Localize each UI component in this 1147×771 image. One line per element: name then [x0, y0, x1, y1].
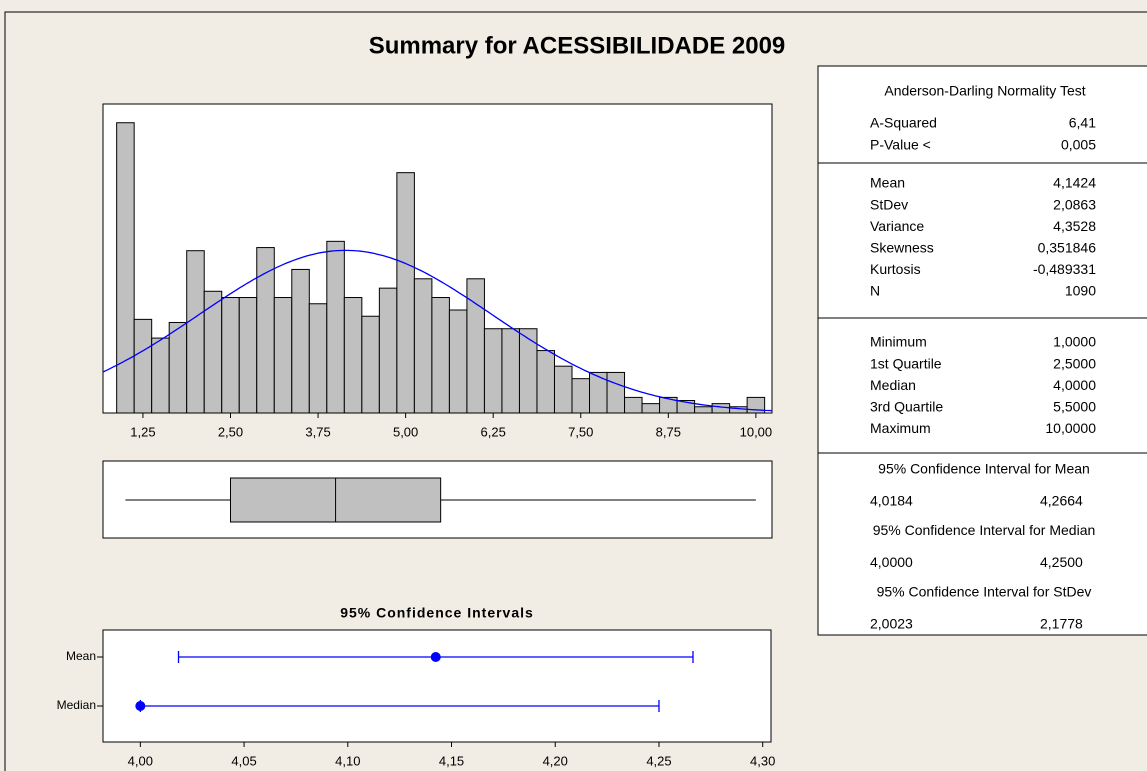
stat-label: Kurtosis [870, 261, 921, 277]
stat-label: 1st Quartile [870, 355, 942, 371]
ci-lower: 4,0000 [870, 554, 913, 570]
stat-value: 6,41 [1069, 115, 1096, 131]
y-tick-label: Median [57, 698, 96, 712]
x-tick-label: 4,20 [543, 753, 568, 768]
stat-value: 1090 [1065, 283, 1096, 299]
x-tick-label: 4,15 [439, 753, 464, 768]
bar [518, 328, 538, 414]
ci-heading: 95% Confidence Interval for Mean [878, 461, 1090, 477]
ci-upper: 4,2500 [1040, 554, 1083, 570]
x-tick-label: 4,25 [646, 753, 671, 768]
interval-title: 95% Confidence Intervals [340, 605, 534, 621]
bar [291, 268, 310, 414]
interval-plot [102, 629, 772, 743]
x-tick-label: 4,10 [335, 753, 360, 768]
x-tick-label: 4,30 [750, 753, 775, 768]
bar [168, 321, 188, 414]
bar [571, 378, 591, 414]
bar [694, 406, 713, 414]
stat-value: 2,5000 [1053, 355, 1096, 371]
stat-label: Median [870, 377, 916, 393]
bar [116, 122, 135, 414]
bar [483, 328, 503, 414]
ci-lower: 2,0023 [870, 616, 913, 632]
ci-lower: 4,0184 [870, 493, 913, 509]
stat-value: 0,005 [1061, 136, 1096, 152]
x-tick-label: 5,00 [393, 424, 418, 439]
stat-value: 1,0000 [1053, 334, 1096, 350]
stat-label: 3rd Quartile [870, 399, 943, 415]
stat-value: 4,1424 [1053, 175, 1096, 191]
x-tick-label: 2,50 [218, 424, 243, 439]
stat-label: Minimum [870, 334, 927, 350]
bar [273, 297, 293, 414]
x-tick-label: 8,75 [656, 424, 681, 439]
stat-value: 10,0000 [1045, 420, 1096, 436]
stat-label: N [870, 283, 880, 299]
ci-heading: 95% Confidence Interval for Median [873, 522, 1096, 538]
bar [641, 403, 661, 414]
stat-label: Maximum [870, 420, 931, 436]
ci-upper: 2,1778 [1040, 616, 1083, 632]
ci-heading: 95% Confidence Interval for StDev [877, 584, 1092, 600]
bar [553, 365, 573, 414]
ci-upper: 4,2664 [1040, 493, 1083, 509]
bar [378, 287, 398, 414]
stat-value: 4,0000 [1053, 377, 1096, 393]
normal-fit [102, 249, 773, 412]
bar [624, 396, 643, 414]
bar [711, 403, 731, 414]
bar [238, 297, 258, 414]
frame [4, 11, 1147, 771]
bar [431, 297, 450, 414]
stat-label: P-Value < [870, 136, 931, 152]
stats-group: Anderson-Darling Normality Test A-Squared… [818, 83, 1147, 632]
stat-value: 0,351846 [1038, 240, 1097, 256]
bar [361, 315, 380, 414]
y-tick-label: Mean [66, 649, 96, 663]
bar [186, 250, 205, 414]
x-tick-label: 6,25 [481, 424, 506, 439]
bar [151, 337, 170, 414]
x-tick-label: 1,25 [130, 424, 155, 439]
x-tick-label: 10,00 [740, 424, 773, 439]
stat-value: 5,5000 [1053, 399, 1096, 415]
bar [221, 297, 240, 414]
x-tick-label: 7,50 [568, 424, 593, 439]
bar [396, 172, 415, 414]
stat-label: Variance [870, 218, 924, 234]
bar [501, 328, 520, 414]
stat-label: A-Squared [870, 115, 937, 131]
x-tick-label: 4,05 [231, 753, 256, 768]
chart-title: Summary for ACESSIBILIDADE 2009 [369, 32, 786, 59]
x-tick-label: 3,75 [305, 424, 330, 439]
bar [133, 318, 153, 414]
ci-point [135, 701, 146, 711]
stat-value: 4,3528 [1053, 218, 1096, 234]
stat-value: 2,0863 [1053, 196, 1096, 212]
bar [326, 240, 345, 414]
table-heading: Anderson-Darling Normality Test [884, 83, 1085, 99]
stat-value: -0,489331 [1033, 261, 1096, 277]
stat-label: Skewness [870, 240, 934, 256]
bar [536, 350, 555, 414]
bar [413, 278, 433, 414]
bar [343, 297, 363, 414]
x-tick-label: 4,00 [128, 753, 153, 768]
bar [448, 309, 468, 414]
ci-point [430, 652, 441, 662]
stats-table [817, 65, 1147, 636]
bar [606, 371, 626, 414]
stat-label: StDev [870, 196, 908, 212]
bar [308, 303, 328, 414]
stat-label: Mean [870, 175, 905, 191]
